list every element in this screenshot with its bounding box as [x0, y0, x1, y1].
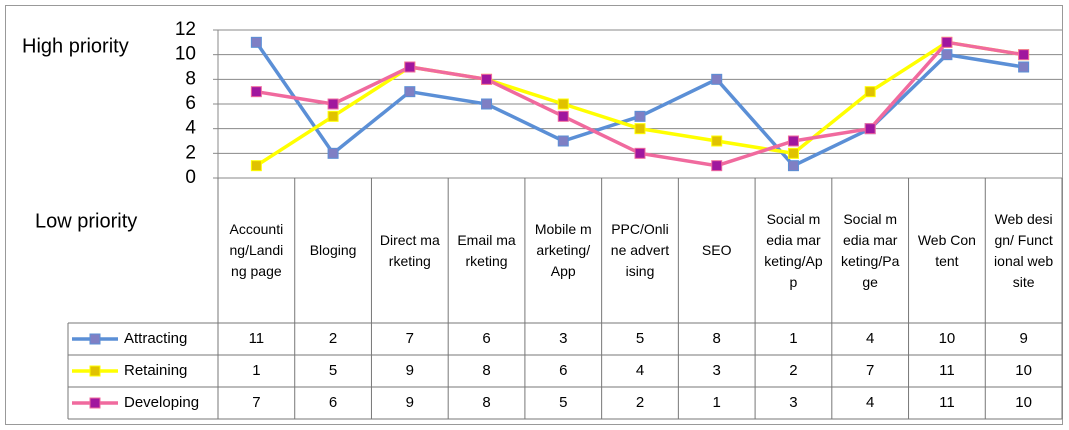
marker	[250, 160, 262, 172]
x-tick-label: Email marketing	[457, 231, 516, 269]
x-tick-label: Bloging	[309, 242, 357, 258]
table-value: 1	[789, 330, 797, 347]
table-value: 4	[866, 394, 874, 411]
x-tick-label: Web design/ Functional website	[994, 210, 1054, 290]
table-value: 7	[406, 330, 414, 347]
marker	[327, 110, 339, 122]
table-value: 3	[713, 362, 721, 379]
marker	[634, 123, 646, 135]
table-value: 11	[939, 362, 955, 379]
table-value: 5	[636, 330, 644, 347]
table-value: 5	[329, 362, 337, 379]
x-tick-label: Social media marketing/App	[764, 210, 823, 290]
table-value: 2	[789, 362, 797, 379]
x-tick-label: Mobile marketing/ App	[534, 221, 592, 279]
annotation: Low priority	[35, 210, 137, 232]
annotation: High priority	[22, 35, 129, 57]
marker	[404, 86, 416, 98]
marker	[941, 49, 953, 61]
x-tick-label: Social media marketing/Page	[840, 210, 900, 290]
x-tick-label: SEO	[701, 242, 732, 258]
y-tick-label: 2	[185, 142, 196, 163]
table-value: 10	[1015, 394, 1032, 411]
marker	[864, 86, 876, 98]
y-tick-label: 12	[175, 19, 196, 40]
table-value: 4	[866, 330, 874, 347]
table-value: 4	[636, 362, 644, 379]
table-value: 10	[939, 330, 956, 347]
y-tick-label: 10	[175, 44, 196, 65]
legend-label: Developing	[124, 394, 199, 411]
marker	[864, 123, 876, 135]
table-value: 8	[482, 394, 490, 411]
x-tick-label: Web Content	[917, 231, 976, 269]
legend-label: Attracting	[124, 330, 187, 347]
x-tick-label: Accounting/Landing page	[229, 221, 284, 279]
marker	[327, 98, 339, 110]
table-value: 6	[329, 394, 337, 411]
table-value: 5	[559, 394, 567, 411]
y-tick-label: 6	[185, 93, 196, 114]
x-tick-label: PPC/Online advertising	[610, 221, 670, 279]
legend-marker	[89, 333, 101, 345]
marker	[634, 147, 646, 159]
y-tick-label: 8	[185, 68, 196, 89]
marker	[941, 36, 953, 48]
y-tick-label: 0	[185, 167, 196, 188]
marker	[404, 61, 416, 73]
table-value: 7	[866, 362, 874, 379]
marker	[481, 73, 493, 85]
marker	[787, 160, 799, 172]
table-value: 7	[252, 394, 260, 411]
marker	[557, 110, 569, 122]
table-value: 8	[713, 330, 721, 347]
marker	[711, 73, 723, 85]
table-value: 11	[249, 330, 265, 347]
legend-marker	[89, 365, 101, 377]
marker	[1018, 49, 1030, 61]
table-value: 3	[789, 394, 797, 411]
y-tick-label: 4	[185, 118, 196, 139]
marker	[711, 160, 723, 172]
marker	[250, 36, 262, 48]
marker	[787, 135, 799, 147]
table-value: 8	[482, 362, 490, 379]
table-value: 1	[252, 362, 260, 379]
marker	[634, 110, 646, 122]
table-value: 9	[1019, 330, 1027, 347]
marker	[557, 135, 569, 147]
table-value: 3	[559, 330, 567, 347]
legend-label: Retaining	[124, 362, 187, 379]
table-value: 10	[1015, 362, 1032, 379]
marker	[557, 98, 569, 110]
marker	[711, 135, 723, 147]
table-value: 6	[482, 330, 490, 347]
x-tick-label: Direct marketing	[379, 231, 440, 269]
table-value: 11	[939, 394, 955, 411]
table-value: 9	[406, 394, 414, 411]
legend-marker	[89, 397, 101, 409]
marker	[1018, 61, 1030, 73]
marker	[250, 86, 262, 98]
table-value: 2	[329, 330, 337, 347]
marker	[787, 147, 799, 159]
table-value: 2	[636, 394, 644, 411]
table-value: 1	[713, 394, 721, 411]
marker	[327, 147, 339, 159]
marker	[481, 98, 493, 110]
table-value: 6	[559, 362, 567, 379]
table-value: 9	[406, 362, 414, 379]
